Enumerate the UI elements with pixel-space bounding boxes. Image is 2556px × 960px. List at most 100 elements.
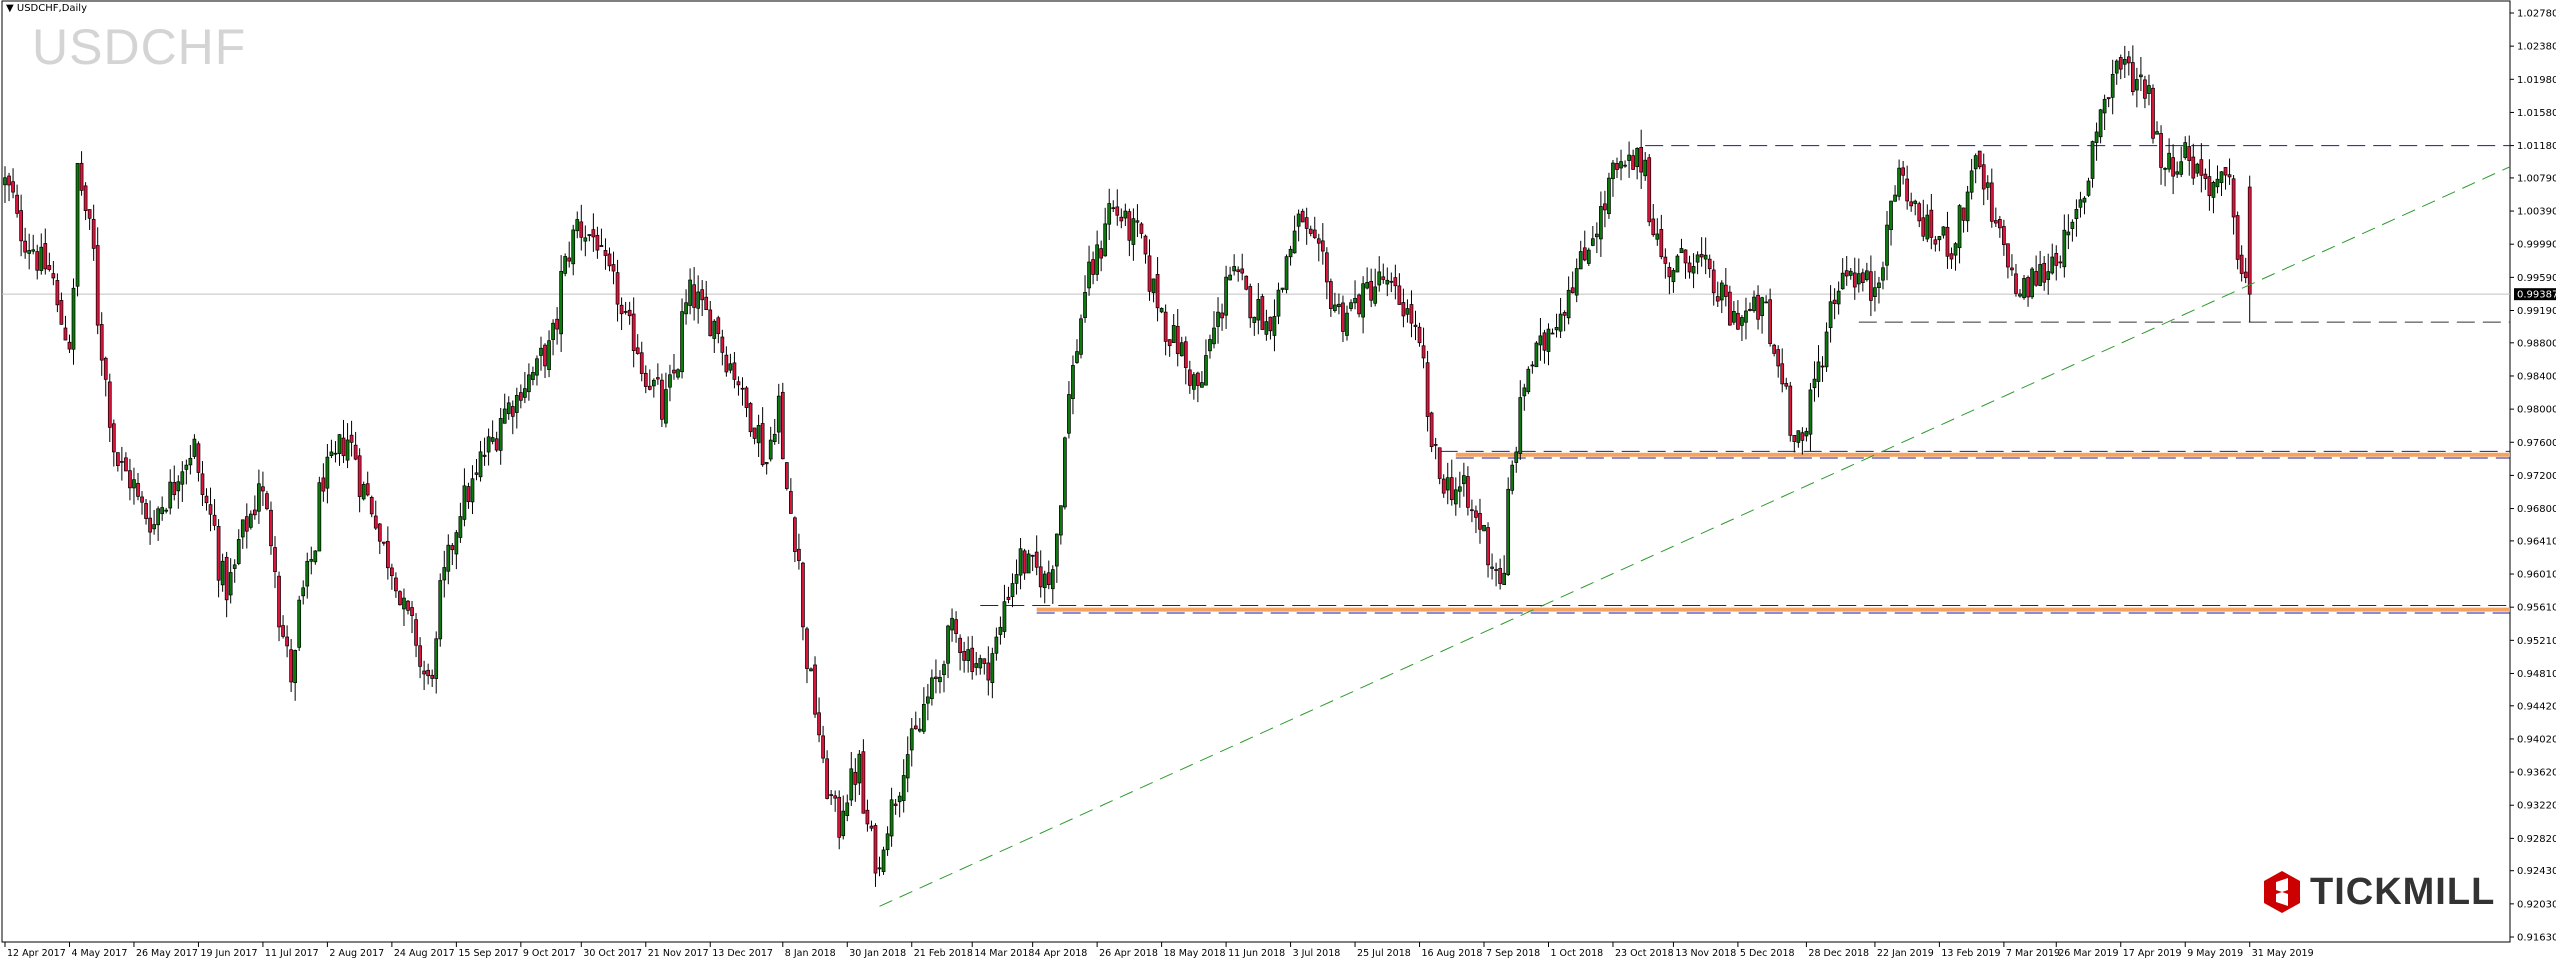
candle[interactable] <box>938 670 942 694</box>
candle[interactable] <box>2135 67 2139 108</box>
candle[interactable] <box>776 383 781 445</box>
candle[interactable] <box>2082 196 2087 215</box>
candle[interactable] <box>31 234 36 255</box>
candle[interactable] <box>1832 288 1837 320</box>
candle[interactable] <box>474 458 479 481</box>
candle[interactable] <box>1945 211 1950 269</box>
candle[interactable] <box>1768 288 1772 347</box>
candle[interactable] <box>1304 207 1309 245</box>
candle[interactable] <box>1558 297 1563 339</box>
candle[interactable] <box>67 334 72 354</box>
candle[interactable] <box>1071 355 1075 415</box>
candle[interactable] <box>1349 299 1353 312</box>
candle[interactable] <box>1457 471 1462 508</box>
candle[interactable] <box>1820 356 1825 382</box>
candle[interactable] <box>1353 280 1357 310</box>
candle[interactable] <box>3 166 7 203</box>
candle[interactable] <box>1333 292 1337 313</box>
candle[interactable] <box>809 667 813 672</box>
candle[interactable] <box>285 625 289 658</box>
candle[interactable] <box>317 476 322 552</box>
candle[interactable] <box>2050 243 2055 275</box>
candle[interactable] <box>95 227 100 335</box>
candle[interactable] <box>2159 125 2163 185</box>
candle[interactable] <box>269 501 273 555</box>
candle[interactable] <box>369 495 374 518</box>
candle[interactable] <box>1925 204 1930 243</box>
candle[interactable] <box>660 373 664 428</box>
candle[interactable] <box>1590 226 1595 247</box>
candle[interactable] <box>853 758 858 802</box>
candle[interactable] <box>587 234 592 242</box>
candle[interactable] <box>1091 251 1095 285</box>
candle[interactable] <box>1200 371 1204 388</box>
candle[interactable] <box>144 498 148 525</box>
candle[interactable] <box>1772 343 1777 357</box>
candle[interactable] <box>265 490 269 511</box>
candle[interactable] <box>1631 149 1635 170</box>
candle[interactable] <box>1800 427 1805 455</box>
candle[interactable] <box>103 356 108 397</box>
candle[interactable] <box>2171 144 2175 195</box>
candle[interactable] <box>688 268 692 315</box>
candle[interactable] <box>1381 263 1386 284</box>
candle[interactable] <box>1131 208 1136 261</box>
candle[interactable] <box>1719 280 1724 314</box>
candle[interactable] <box>2199 143 2204 193</box>
candle[interactable] <box>2243 257 2248 284</box>
candle[interactable] <box>1256 283 1261 335</box>
candle[interactable] <box>1288 245 1293 266</box>
candle[interactable] <box>857 750 862 795</box>
candle[interactable] <box>1985 175 1990 200</box>
candle[interactable] <box>410 601 414 634</box>
candle[interactable] <box>277 571 281 642</box>
candle[interactable] <box>909 717 914 767</box>
candle[interactable] <box>1030 554 1035 572</box>
candle[interactable] <box>720 329 725 366</box>
candle[interactable] <box>2219 171 2224 197</box>
candle[interactable] <box>1224 265 1228 329</box>
candle[interactable] <box>696 275 701 324</box>
candle[interactable] <box>1969 158 1974 200</box>
candle[interactable] <box>1812 361 1817 402</box>
candle[interactable] <box>2006 243 2010 279</box>
candle[interactable] <box>1699 237 1704 267</box>
candle[interactable] <box>1115 189 1120 226</box>
candle[interactable] <box>1776 345 1781 378</box>
candle[interactable] <box>1808 382 1813 452</box>
candle[interactable] <box>1022 548 1027 580</box>
candle[interactable] <box>962 641 966 673</box>
candle[interactable] <box>982 658 987 675</box>
candle[interactable] <box>1441 474 1446 498</box>
candle[interactable] <box>1981 153 1986 206</box>
candle[interactable] <box>664 372 668 428</box>
candle[interactable] <box>1183 336 1188 385</box>
candle[interactable] <box>1470 499 1474 523</box>
candle[interactable] <box>1280 287 1285 293</box>
candle[interactable] <box>2247 175 2252 323</box>
candle[interactable] <box>535 355 539 386</box>
candle[interactable] <box>1232 254 1237 276</box>
candle[interactable] <box>877 856 882 877</box>
candle[interactable] <box>377 522 382 555</box>
candle[interactable] <box>1647 154 1652 227</box>
candle[interactable] <box>1268 316 1273 340</box>
candle[interactable] <box>1623 160 1627 168</box>
candle[interactable] <box>1977 150 1982 170</box>
candle[interactable] <box>2211 180 2216 214</box>
candle[interactable] <box>1059 505 1063 545</box>
candle[interactable] <box>1961 207 1966 233</box>
candle[interactable] <box>1123 203 1128 227</box>
candle[interactable] <box>2231 175 2236 235</box>
candle[interactable] <box>712 319 717 353</box>
candle[interactable] <box>813 656 817 718</box>
candle[interactable] <box>1715 281 1720 307</box>
candle[interactable] <box>2139 57 2143 92</box>
candle[interactable] <box>434 631 439 694</box>
candle[interactable] <box>253 495 257 520</box>
candle[interactable] <box>1151 278 1156 303</box>
candle[interactable] <box>1816 345 1821 398</box>
candle[interactable] <box>974 651 979 676</box>
candle[interactable] <box>1740 315 1744 342</box>
candle[interactable] <box>2175 161 2180 179</box>
